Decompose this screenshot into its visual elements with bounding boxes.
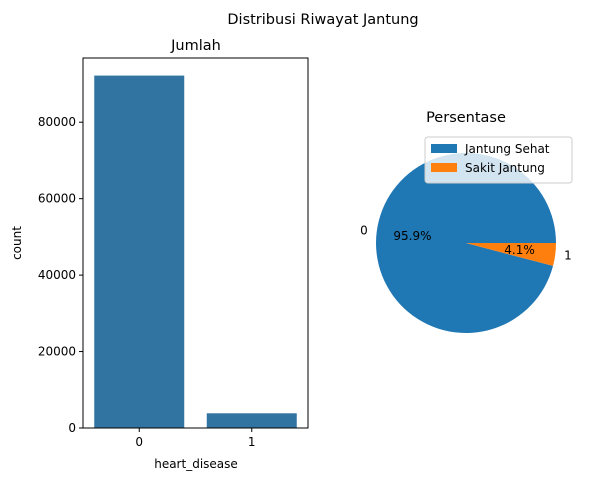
bar-x-tick-label: 0 — [135, 435, 143, 449]
bar-y-tick-label: 0 — [68, 421, 76, 435]
legend-entry: Jantung Sehat — [464, 142, 550, 156]
pie-slices — [375, 153, 556, 334]
bar-y-tick-label: 40000 — [38, 268, 76, 282]
pie-percent-label: 4.1% — [504, 243, 535, 257]
pie-slice-0 — [375, 153, 556, 334]
bar-axes-frame — [82, 57, 309, 429]
pie-chart: Persentase 0 95.9% 1 4.1% Jantung Sehat Saki… — [360, 110, 573, 334]
bar-x-axis-label: heart_disease — [154, 457, 238, 471]
bar-y-axis: 0 20000 40000 60000 80000 — [38, 115, 83, 435]
bar-0 — [94, 75, 185, 428]
bar-1 — [206, 413, 297, 428]
pie-legend: Jantung Sehat Sakit Jantung — [424, 136, 573, 184]
legend-swatch — [431, 163, 457, 172]
bar-x-tick-label: 1 — [248, 435, 256, 449]
figure-title: Distribusi Riwayat Jantung — [227, 12, 418, 28]
bar-y-tick-label: 80000 — [38, 115, 76, 129]
legend-entry: Sakit Jantung — [465, 161, 545, 175]
pie-slice-label: 0 — [360, 223, 368, 237]
pie-labels: 0 95.9% 1 4.1% — [360, 223, 572, 262]
legend-swatch — [431, 144, 457, 153]
bar-marks — [94, 75, 297, 428]
bar-y-tick-label: 20000 — [38, 345, 76, 359]
legend-box — [424, 136, 573, 184]
bar-chart-title: Jumlah — [170, 38, 221, 54]
bar-y-tick-label: 60000 — [38, 192, 76, 206]
bar-y-axis-label: count — [10, 226, 24, 260]
pie-slice-label: 1 — [564, 249, 572, 263]
pie-slice-1 — [466, 243, 556, 266]
pie-chart-title: Persentase — [426, 110, 506, 126]
pie-percent-label: 95.9% — [393, 229, 431, 243]
